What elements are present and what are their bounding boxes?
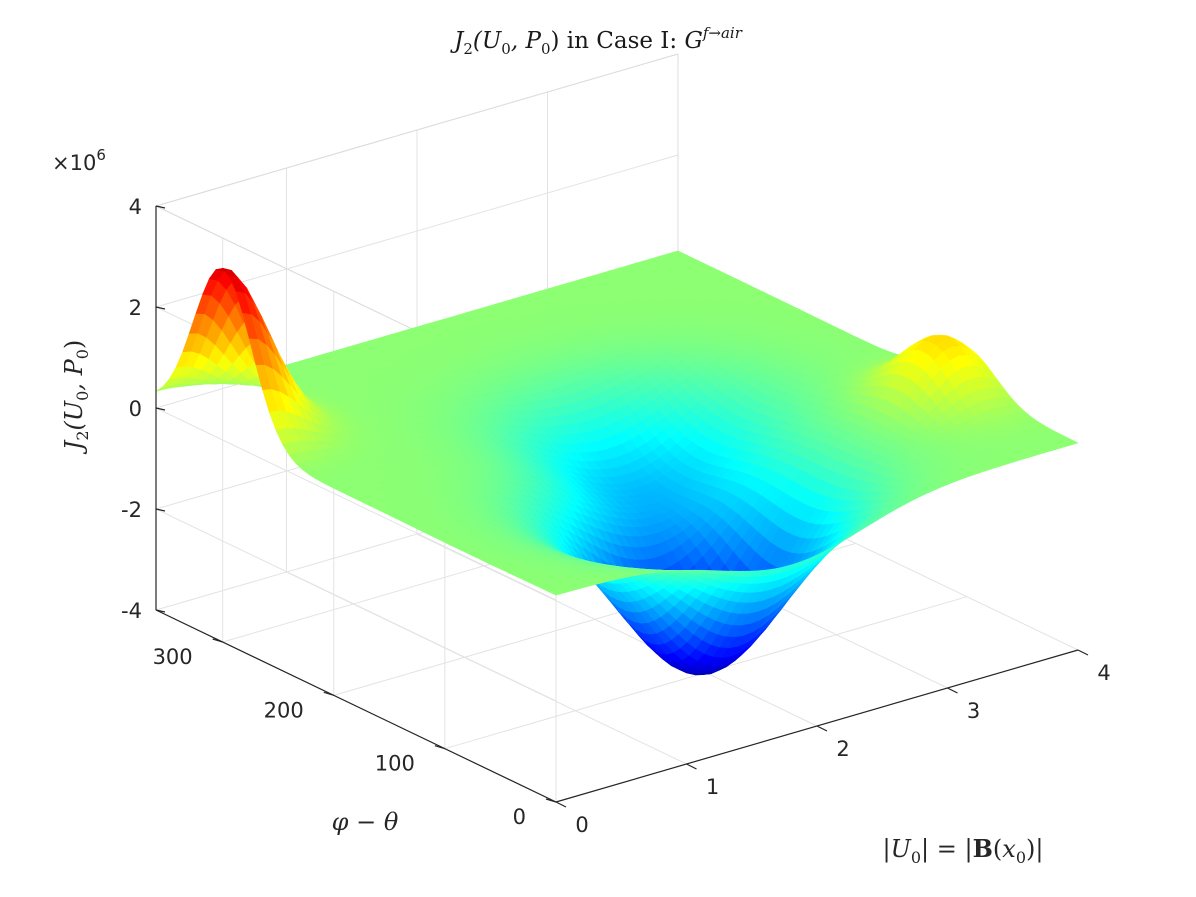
y-tick [323,691,334,696]
y-tick-label: 200 [264,698,304,722]
x-tick [816,725,828,732]
z-tick-label: 2 [129,296,142,320]
z-axis-label: J2(U0, P0) [60,340,92,456]
z-tick-label: -4 [121,599,142,623]
y-tick-label: 300 [153,645,193,669]
x-tick [555,801,567,808]
x-tick-label: 4 [1097,661,1110,685]
y-tick [545,798,557,803]
grid-line-x-floor [416,533,818,727]
z-tick [155,508,166,512]
z-tick [155,205,166,209]
x-tick-label: 1 [706,775,719,799]
box-edge [155,53,679,207]
x-axis-label: |U0| = |B(x0)| [883,834,1044,867]
y-tick [434,745,446,750]
x-tick-label: 2 [836,737,849,761]
y-tick-label: 100 [375,752,415,776]
x-tick-label: 0 [575,813,588,837]
tick-labels: 4 2 0 -2 -4 0 100 200 300 0 1 2 3 4 [121,195,1111,837]
chart-title: J2(U0, P0) in Case I: Gf→air [450,24,743,58]
y-axis-line [155,609,557,803]
z-exponent-label: ×106 [52,146,106,175]
z-tick-label: -2 [121,498,142,522]
z-tick [155,407,166,411]
surface-plot [155,250,1079,676]
z-tick [155,609,166,613]
y-axis-label: φ − θ [332,808,399,836]
x-tick-label: 3 [967,699,980,723]
x-tick [1077,649,1089,656]
x-tick [686,763,697,770]
y-tick-label: 0 [513,805,526,829]
z-tick [155,306,166,310]
x-tick [947,687,958,694]
y-tick [212,638,223,643]
surface-patch [1061,439,1079,446]
z-tick-label: 0 [129,397,142,421]
z-tick-label: 4 [129,195,142,219]
